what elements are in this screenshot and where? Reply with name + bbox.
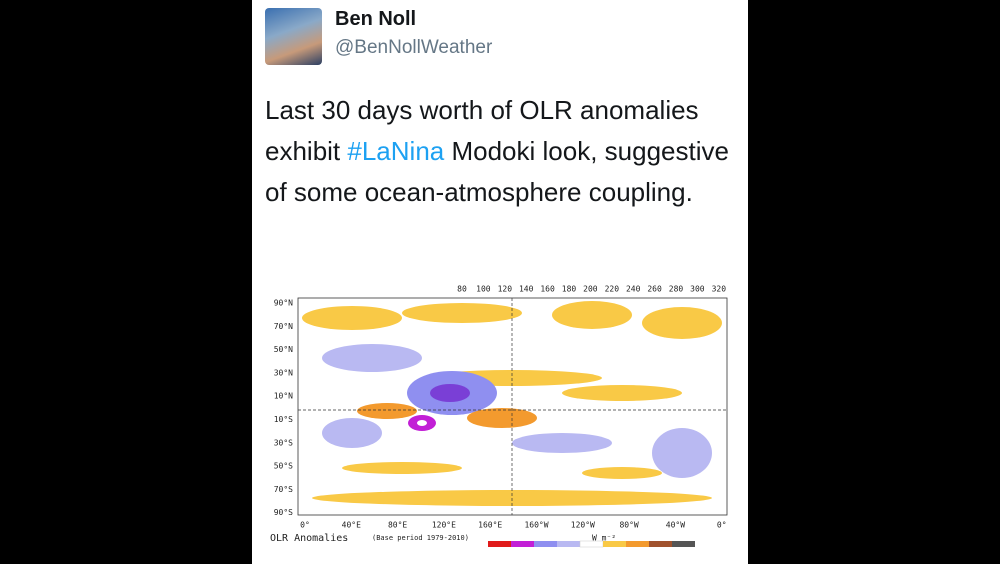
map-image[interactable]: 80 100 120 140 160 180 200 220 240 260 280 300 320 90… [262,283,736,553]
top-lon-label: 200 [583,285,598,294]
top-lon-label: 80 [457,285,467,294]
top-lon-label: 220 [605,285,620,294]
units: W m⁻² [592,534,616,543]
lon-label: 40°W [666,521,685,530]
lat-label: 10°S [274,415,293,424]
top-lon-label: 320 [712,285,727,294]
avatar[interactable] [265,8,322,65]
top-lon-label: 240 [626,285,641,294]
lon-label: 80°E [388,521,407,530]
base-period: (Base period 1979-2010) [372,534,469,542]
lat-label: 70°S [274,485,293,494]
top-lon-label: 180 [562,285,577,294]
hashtag[interactable]: #LaNina [347,136,445,166]
map-field [297,297,728,516]
lon-label: 40°E [342,521,361,530]
top-lon-label: 260 [647,285,662,294]
top-lon-label: 280 [669,285,684,294]
tweet-card: Ben Noll @BenNollWeather Last 30 days wo… [252,0,748,564]
lon-label: 0° [717,521,727,530]
lat-label: 30°N [274,368,293,377]
user-name[interactable]: Ben Noll [335,8,417,30]
top-lon-label: 160 [540,285,555,294]
lat-label: 90°S [274,508,293,517]
top-lon-label: 140 [519,285,534,294]
user-handle[interactable]: @BenNollWeather [335,37,493,58]
lon-label: 0° [300,521,310,530]
top-lon-label: 300 [690,285,705,294]
lon-label: 160°E [478,521,502,530]
tweet-text: Last 30 days worth of OLR anomalies exhi… [265,90,735,213]
text: Modoki look, suggestive of some ocean-at… [265,136,729,207]
text: Last 30 days worth of OLR anomalies exhi… [265,95,699,166]
lat-label: 30°S [274,438,293,447]
lat-label: 70°N [274,322,293,331]
lat-label: 50°N [274,345,293,354]
lon-label: 160°W [524,521,548,530]
color-bar [488,540,695,548]
caption: OLR Anomalies [270,533,348,544]
top-lon-label: 120 [498,285,513,294]
lat-label: 10°N [274,392,293,401]
top-lon-label: 100 [476,285,491,294]
lon-label: 80°W [619,521,638,530]
lat-label: 50°S [274,462,293,471]
lat-label: 90°N [274,299,293,308]
lon-label: 120°W [571,521,595,530]
lon-label: 120°E [432,521,456,530]
